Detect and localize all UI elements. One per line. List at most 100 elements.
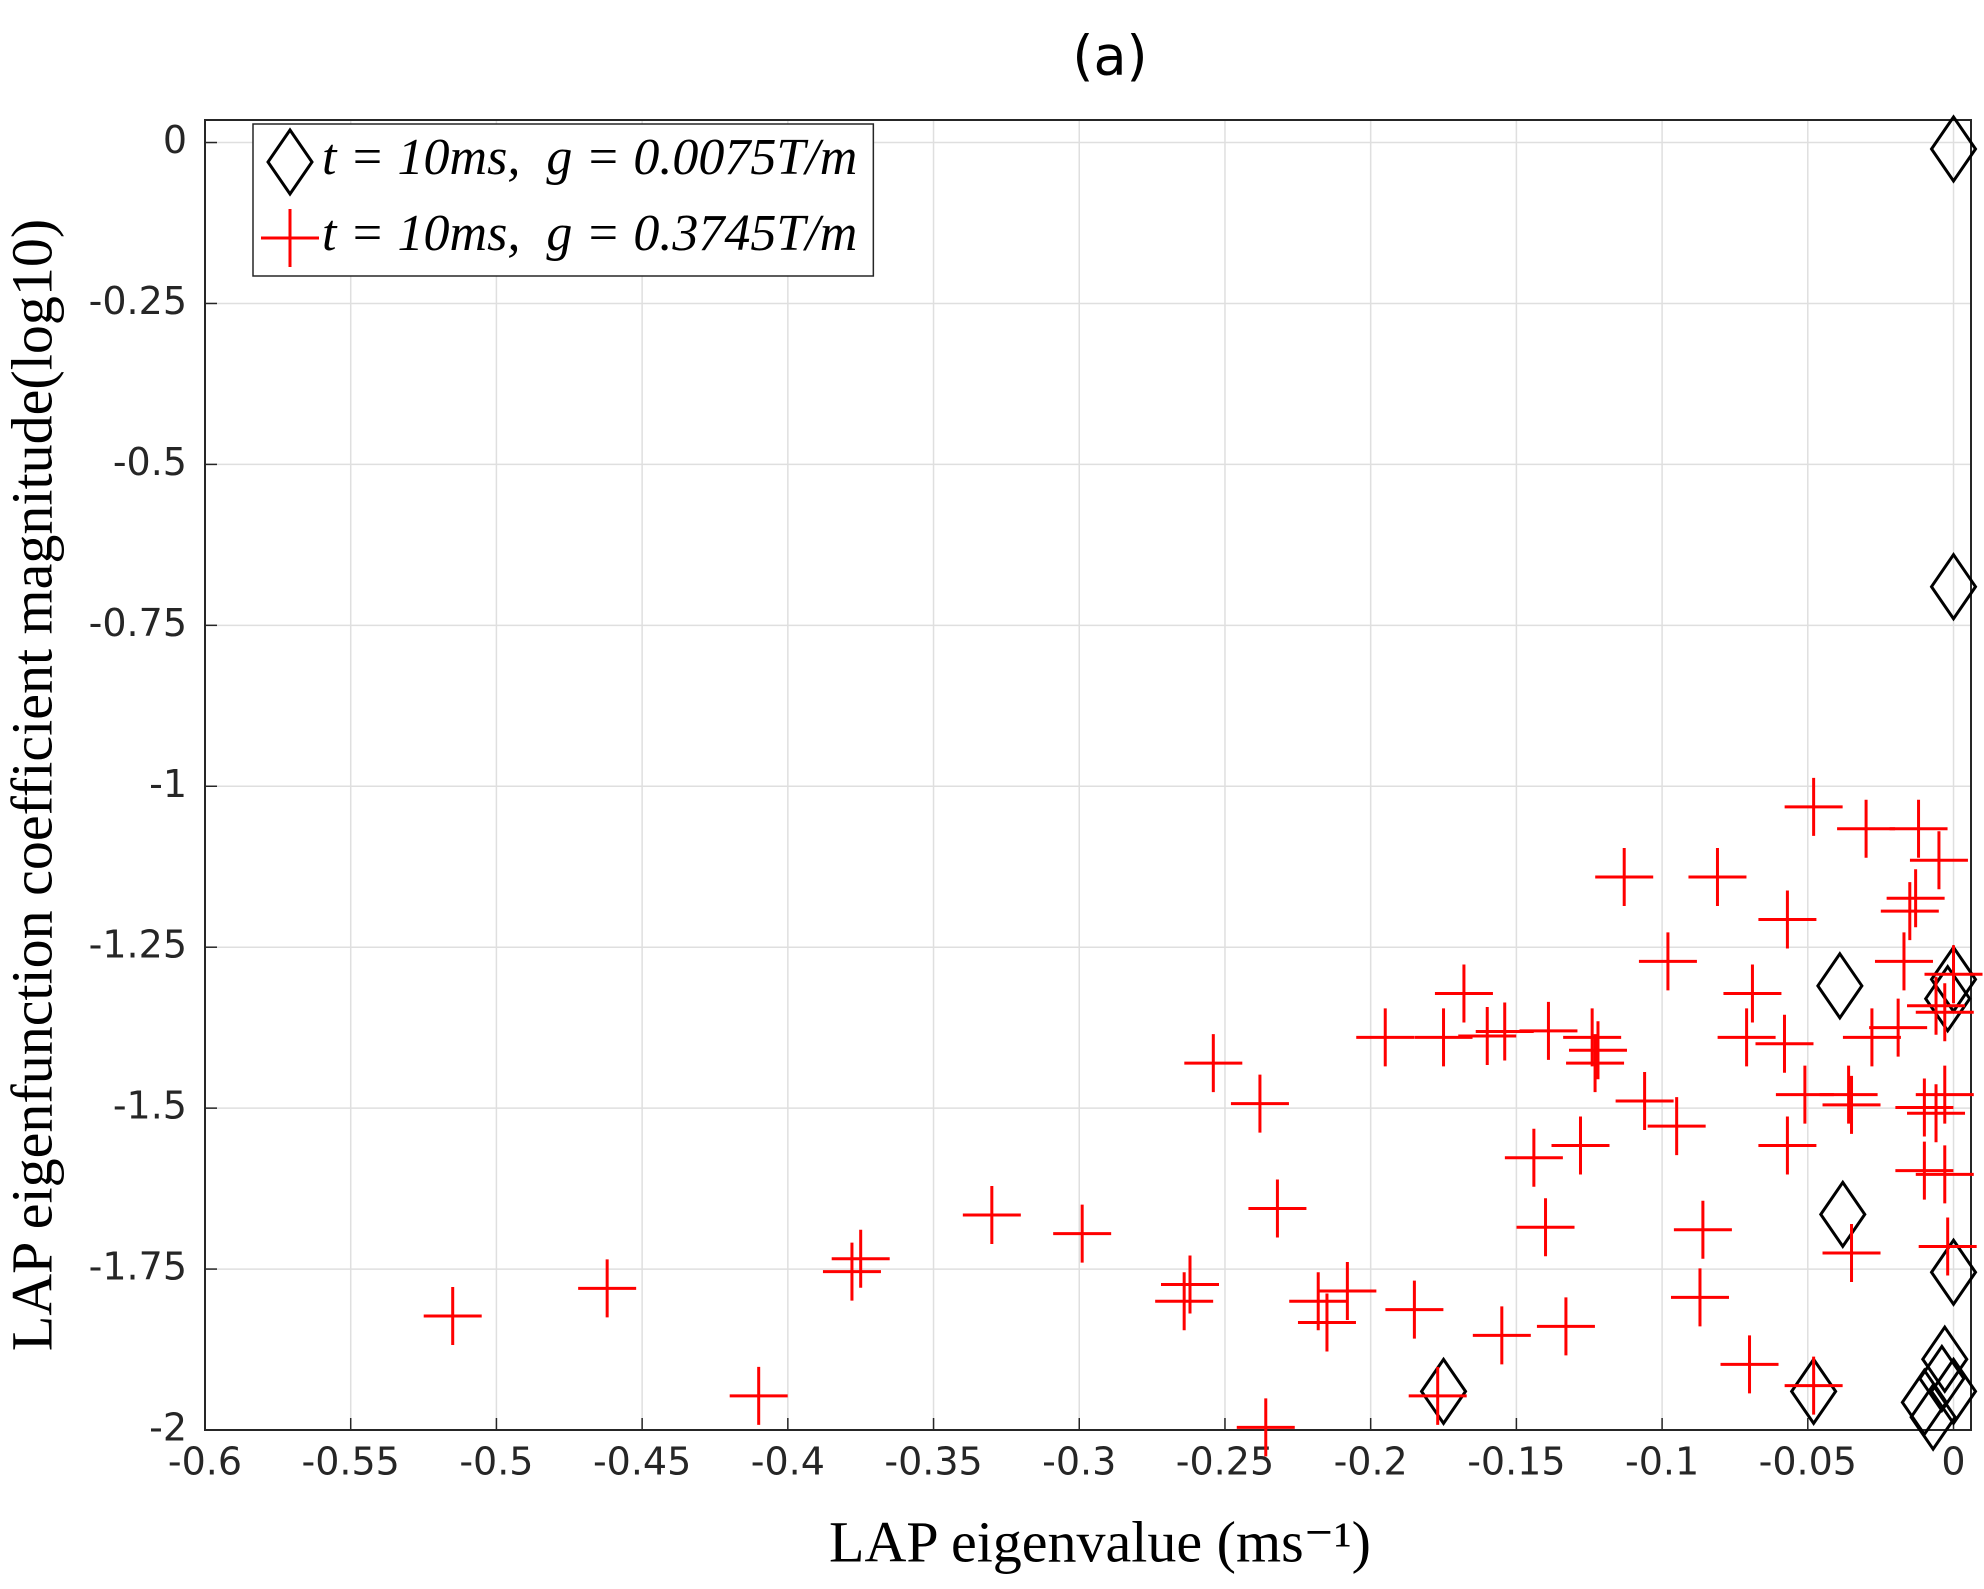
plus-marker [1822, 1223, 1881, 1282]
diamond-marker [1909, 1382, 1957, 1452]
x-tick-label: -0.35 [884, 1440, 982, 1484]
plus-marker [1924, 945, 1983, 1004]
plus-marker [1880, 882, 1939, 941]
plus-marker [1907, 1084, 1966, 1143]
plus-marker [831, 1229, 890, 1288]
y-axis-label: LAP eigenfunction coefficient magnitude(… [0, 219, 64, 1351]
plus-marker [1874, 932, 1933, 991]
plus-marker [1356, 1008, 1415, 1067]
plus-marker [1504, 1128, 1563, 1187]
y-tick-label: -1.5 [113, 1084, 187, 1128]
plus-marker [1670, 1268, 1729, 1327]
plus-marker [1595, 848, 1654, 907]
plus-marker [1408, 1366, 1467, 1425]
plus-marker [1720, 1335, 1779, 1394]
plus-marker [1909, 831, 1968, 890]
x-tick-label: 0 [1941, 1440, 1965, 1484]
diamond-marker [1818, 1179, 1867, 1249]
x-tick-label: -0.5 [459, 1440, 533, 1484]
plus-marker [1723, 964, 1782, 1023]
plus-marker [1822, 1075, 1881, 1134]
diamond-marker [1923, 964, 1972, 1034]
x-tick-label: -0.2 [1334, 1440, 1408, 1484]
plus-marker [423, 1287, 482, 1346]
plus-marker [1248, 1179, 1307, 1238]
x-tick-label: -0.45 [593, 1440, 691, 1484]
plus-marker [1414, 1008, 1473, 1067]
plus-marker [1869, 998, 1928, 1057]
plus-marker [1184, 1034, 1243, 1093]
plus-marker [1385, 1280, 1444, 1339]
plus-marker [1915, 1145, 1974, 1204]
plus-marker [1775, 1065, 1834, 1124]
diamond-marker [1929, 1356, 1978, 1427]
plus-marker [1568, 1021, 1627, 1080]
legend-label: t = 10ms, g = 0.3745T/m [322, 205, 857, 262]
diamond-marker [1419, 1356, 1468, 1427]
plus-marker [261, 209, 319, 267]
x-tick-label: -0.6 [168, 1440, 242, 1484]
plus-marker [1236, 1398, 1295, 1457]
diamond-marker [1929, 114, 1978, 184]
plus-marker [1758, 1116, 1817, 1175]
plus-marker [1551, 1116, 1610, 1175]
plus-marker [1297, 1293, 1356, 1352]
legend: t = 10ms, g = 0.0075T/m t = 10ms, g = 0.3… [252, 123, 875, 277]
diamond-marker [1929, 1237, 1978, 1307]
y-tick-label: -1.75 [89, 1245, 187, 1289]
y-tick-label: -0.25 [89, 279, 187, 323]
x-tick-label: -0.55 [302, 1440, 400, 1484]
plus-marker [1434, 964, 1493, 1023]
plus-marker [822, 1242, 881, 1301]
plus-marker [1918, 1217, 1977, 1276]
y-tick-label: -1 [149, 762, 187, 806]
y-tick-label: -1.25 [89, 923, 187, 967]
plus-marker [1615, 1072, 1674, 1131]
plus-marker [1230, 1074, 1289, 1133]
plus-marker [1842, 1008, 1901, 1067]
legend-box [252, 123, 875, 277]
plus-marker [1155, 1272, 1214, 1331]
plus-marker [729, 1366, 788, 1425]
legend-label: t = 10ms, g = 0.0075T/m [322, 129, 857, 186]
plus-marker [1837, 799, 1896, 858]
diamond-marker [1816, 951, 1864, 1021]
plus-marker [1717, 1008, 1776, 1067]
y-tick-label: -2 [149, 1406, 187, 1450]
plus-marker [1755, 1014, 1814, 1073]
diamond-marker [266, 127, 314, 197]
plus-marker [578, 1259, 637, 1318]
plus-marker [1161, 1255, 1219, 1314]
x-tick-label: -0.05 [1759, 1440, 1857, 1484]
x-tick-label: -0.15 [1467, 1440, 1565, 1484]
plus-marker [1566, 1034, 1625, 1093]
plus-marker [962, 1185, 1021, 1244]
plus-marker [1889, 799, 1948, 858]
plus-marker [1536, 1297, 1595, 1356]
diamond-marker [1920, 1324, 1969, 1394]
plus-marker [1907, 976, 1966, 1035]
y-tick-label: -0.5 [113, 440, 187, 484]
plus-marker [1758, 890, 1817, 949]
x-tick-label: -0.25 [1176, 1440, 1274, 1484]
chart-title: (a) [1072, 25, 1147, 88]
plus-marker [1886, 869, 1945, 928]
plus-marker [1673, 1200, 1732, 1259]
plus-marker [1289, 1272, 1348, 1331]
y-tick-label: 0 [163, 118, 187, 162]
diamond-marker [1929, 552, 1978, 622]
plus-marker [1647, 1097, 1706, 1156]
plus-marker [1784, 777, 1843, 836]
x-tick-label: -0.1 [1625, 1440, 1699, 1484]
plus-marker [1784, 1356, 1843, 1415]
plus-marker [1318, 1261, 1377, 1320]
plus-marker [1563, 1008, 1622, 1067]
plus-marker [1053, 1204, 1112, 1263]
plus-marker [1472, 1306, 1531, 1365]
plus-marker [1519, 1001, 1578, 1060]
x-tick-label: -0.3 [1042, 1440, 1116, 1484]
x-axis-label: LAP eigenvalue (ms⁻¹) [829, 1509, 1371, 1574]
axes-box [204, 119, 1972, 1431]
plot-area [205, 120, 1971, 1430]
